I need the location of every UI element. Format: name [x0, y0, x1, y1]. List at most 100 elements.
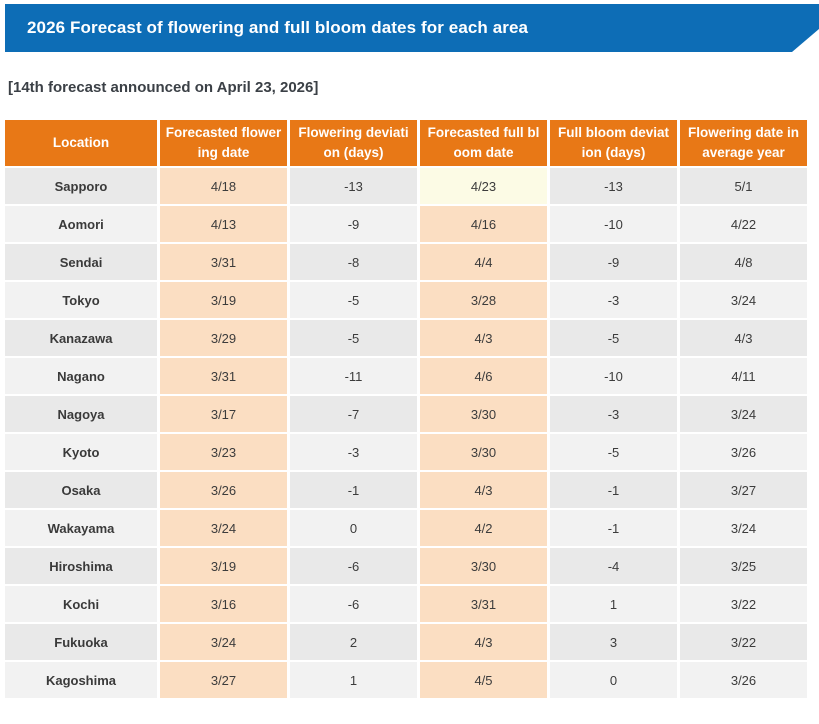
forecast-table: Location Forecasted flower ing date Flow… — [2, 118, 810, 700]
table-row-tokyo: Tokyo 3/19 -5 3/28 -3 3/24 — [5, 282, 807, 318]
col-header-location: Location — [5, 120, 157, 166]
flowering-deviation-cell: -9 — [290, 206, 417, 242]
table-row-nagoya: Nagoya 3/17 -7 3/30 -3 3/24 — [5, 396, 807, 432]
full-bloom-date-cell-highlighted: 4/23 — [420, 168, 547, 204]
flowering-deviation-cell: -6 — [290, 548, 417, 584]
full-bloom-date-cell: 4/5 — [420, 662, 547, 698]
flowering-date-cell: 4/13 — [160, 206, 287, 242]
full-bloom-deviation-cell: -13 — [550, 168, 677, 204]
flowering-deviation-cell: -13 — [290, 168, 417, 204]
full-bloom-date-cell: 3/28 — [420, 282, 547, 318]
location-cell: Sendai — [5, 244, 157, 280]
flowering-date-cell: 3/19 — [160, 282, 287, 318]
table-row-sapporo: Sapporo 4/18 -13 4/23 -13 5/1 — [5, 168, 807, 204]
location-cell: Wakayama — [5, 510, 157, 546]
full-bloom-deviation-cell: -3 — [550, 282, 677, 318]
full-bloom-deviation-cell: 3 — [550, 624, 677, 660]
full-bloom-date-cell: 3/30 — [420, 396, 547, 432]
location-cell: Nagano — [5, 358, 157, 394]
page-title-banner: 2026 Forecast of flowering and full bloo… — [5, 4, 819, 52]
table-row-kochi: Kochi 3/16 -6 3/31 1 3/22 — [5, 586, 807, 622]
location-cell: Kanazawa — [5, 320, 157, 356]
table-row-kanazawa: Kanazawa 3/29 -5 4/3 -5 4/3 — [5, 320, 807, 356]
table-row-kagoshima: Kagoshima 3/27 1 4/5 0 3/26 — [5, 662, 807, 698]
full-bloom-date-cell: 4/6 — [420, 358, 547, 394]
flowering-date-cell: 3/31 — [160, 244, 287, 280]
flowering-deviation-cell: 1 — [290, 662, 417, 698]
full-bloom-date-cell: 4/16 — [420, 206, 547, 242]
full-bloom-deviation-cell: -1 — [550, 510, 677, 546]
full-bloom-deviation-cell: -4 — [550, 548, 677, 584]
full-bloom-deviation-cell: -10 — [550, 358, 677, 394]
average-year-date-cell: 3/24 — [680, 282, 807, 318]
full-bloom-deviation-cell: -9 — [550, 244, 677, 280]
full-bloom-date-cell: 4/2 — [420, 510, 547, 546]
average-year-date-cell: 3/24 — [680, 396, 807, 432]
flowering-date-cell: 4/18 — [160, 168, 287, 204]
full-bloom-deviation-cell: -3 — [550, 396, 677, 432]
location-cell: Kyoto — [5, 434, 157, 470]
page-title: 2026 Forecast of flowering and full bloo… — [27, 18, 529, 37]
table-row-hiroshima: Hiroshima 3/19 -6 3/30 -4 3/25 — [5, 548, 807, 584]
average-year-date-cell: 3/25 — [680, 548, 807, 584]
flowering-deviation-cell: -8 — [290, 244, 417, 280]
flowering-date-cell: 3/23 — [160, 434, 287, 470]
average-year-date-cell: 4/3 — [680, 320, 807, 356]
location-cell: Hiroshima — [5, 548, 157, 584]
location-cell: Fukuoka — [5, 624, 157, 660]
col-header-full-bloom-deviation: Full bloom deviat ion (days) — [550, 120, 677, 166]
flowering-date-cell: 3/19 — [160, 548, 287, 584]
table-row-aomori: Aomori 4/13 -9 4/16 -10 4/22 — [5, 206, 807, 242]
full-bloom-date-cell: 4/3 — [420, 624, 547, 660]
table-row-sendai: Sendai 3/31 -8 4/4 -9 4/8 — [5, 244, 807, 280]
average-year-date-cell: 3/24 — [680, 510, 807, 546]
full-bloom-deviation-cell: -5 — [550, 434, 677, 470]
flowering-deviation-cell: -5 — [290, 282, 417, 318]
average-year-date-cell: 4/8 — [680, 244, 807, 280]
flowering-deviation-cell: -1 — [290, 472, 417, 508]
average-year-date-cell: 3/26 — [680, 434, 807, 470]
flowering-date-cell: 3/31 — [160, 358, 287, 394]
location-cell: Kagoshima — [5, 662, 157, 698]
flowering-deviation-cell: -6 — [290, 586, 417, 622]
table-row-nagano: Nagano 3/31 -11 4/6 -10 4/11 — [5, 358, 807, 394]
location-cell: Aomori — [5, 206, 157, 242]
flowering-deviation-cell: -5 — [290, 320, 417, 356]
table-row-fukuoka: Fukuoka 3/24 2 4/3 3 3/22 — [5, 624, 807, 660]
table-row-kyoto: Kyoto 3/23 -3 3/30 -5 3/26 — [5, 434, 807, 470]
full-bloom-deviation-cell: 0 — [550, 662, 677, 698]
average-year-date-cell: 4/22 — [680, 206, 807, 242]
flowering-deviation-cell: -3 — [290, 434, 417, 470]
full-bloom-deviation-cell: -10 — [550, 206, 677, 242]
location-cell: Osaka — [5, 472, 157, 508]
flowering-date-cell: 3/27 — [160, 662, 287, 698]
average-year-date-cell: 5/1 — [680, 168, 807, 204]
flowering-deviation-cell: 2 — [290, 624, 417, 660]
flowering-deviation-cell: 0 — [290, 510, 417, 546]
full-bloom-date-cell: 3/30 — [420, 434, 547, 470]
full-bloom-date-cell: 3/30 — [420, 548, 547, 584]
col-header-flowering-date-average-year: Flowering date in average year — [680, 120, 807, 166]
col-header-forecasted-full-bloom-date: Forecasted full bl oom date — [420, 120, 547, 166]
col-header-flowering-deviation: Flowering deviati on (days) — [290, 120, 417, 166]
location-cell: Sapporo — [5, 168, 157, 204]
col-header-forecasted-flowering-date: Forecasted flower ing date — [160, 120, 287, 166]
full-bloom-date-cell: 3/31 — [420, 586, 547, 622]
location-cell: Kochi — [5, 586, 157, 622]
average-year-date-cell: 4/11 — [680, 358, 807, 394]
full-bloom-date-cell: 4/3 — [420, 472, 547, 508]
forecast-announcement-label: [14th forecast announced on April 23, 20… — [8, 79, 319, 96]
flowering-date-cell: 3/29 — [160, 320, 287, 356]
flowering-date-cell: 3/16 — [160, 586, 287, 622]
flowering-date-cell: 3/24 — [160, 624, 287, 660]
location-cell: Tokyo — [5, 282, 157, 318]
table-row-wakayama: Wakayama 3/24 0 4/2 -1 3/24 — [5, 510, 807, 546]
flowering-deviation-cell: -11 — [290, 358, 417, 394]
average-year-date-cell: 3/26 — [680, 662, 807, 698]
full-bloom-deviation-cell: 1 — [550, 586, 677, 622]
flowering-deviation-cell: -7 — [290, 396, 417, 432]
flowering-date-cell: 3/17 — [160, 396, 287, 432]
average-year-date-cell: 3/22 — [680, 586, 807, 622]
flowering-date-cell: 3/26 — [160, 472, 287, 508]
flowering-date-cell: 3/24 — [160, 510, 287, 546]
